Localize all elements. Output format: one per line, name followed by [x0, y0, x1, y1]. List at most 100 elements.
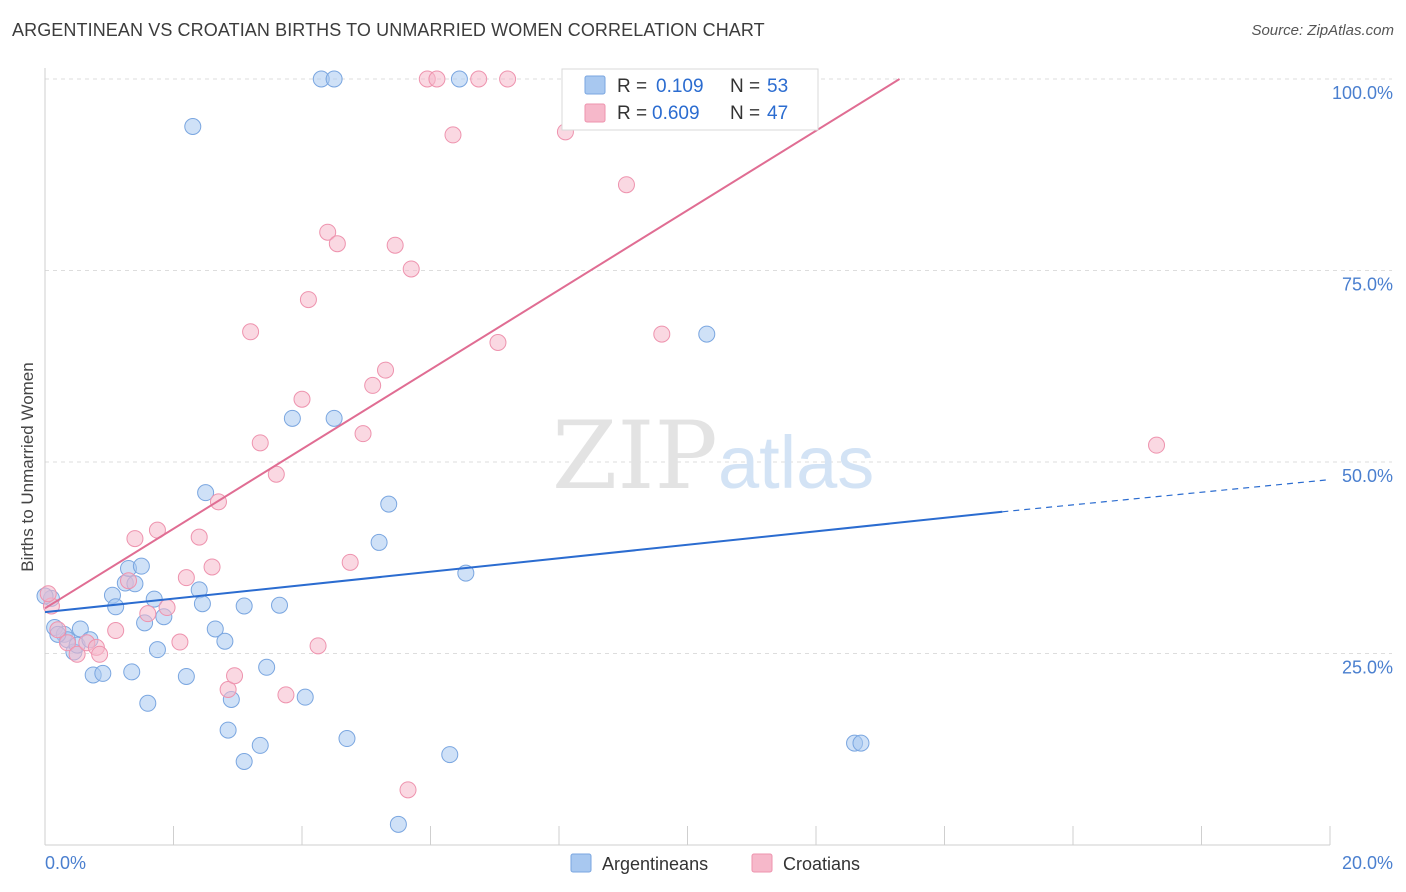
chart-title: ARGENTINEAN VS CROATIAN BIRTHS TO UNMARR… [12, 20, 765, 40]
argentineans-point [296, 688, 314, 706]
croatians-point [402, 260, 420, 278]
croatians-point [251, 434, 269, 452]
trend-lines [44, 78, 1331, 614]
argentineans-point [206, 620, 224, 638]
source-label: Source: ZipAtlas.com [1251, 22, 1394, 39]
croatians-point [428, 70, 446, 88]
croatians-point [58, 634, 76, 652]
legend-r-label: R = [617, 76, 647, 97]
argentineans-point [271, 596, 289, 614]
croatians-point [293, 390, 311, 408]
argentineans-point [698, 325, 716, 343]
argentineans-point [325, 70, 343, 88]
argentineans-point [148, 641, 166, 659]
croatians-point [386, 236, 404, 254]
argentineans-point [441, 746, 459, 764]
correlation-legend: R = 0.109 N = 53 R = 0.609 N = 47 [561, 68, 819, 131]
legend-swatch-croatians [751, 853, 773, 873]
croatians-point [190, 528, 208, 546]
argentineans-point [177, 667, 195, 685]
legend-n-label: N = [730, 76, 760, 97]
croatians-point [617, 176, 635, 194]
croatians-point [171, 633, 189, 651]
argentineans-point [235, 597, 253, 615]
argentineans-point [389, 815, 407, 833]
argentineans-trend-line [44, 510, 1003, 614]
x-tick-label: 20.0% [1342, 853, 1393, 873]
x-tick-label: 0.0% [45, 853, 86, 873]
argentineans-point [107, 598, 125, 616]
legend-label-argentineans: Argentineans [602, 854, 708, 874]
argentineans-point [216, 632, 234, 650]
argentineans-point [94, 664, 112, 682]
legend-n-value: 47 [767, 103, 788, 124]
croatians-trend-line [44, 78, 901, 610]
croatians-point [49, 621, 67, 639]
croatians-point [126, 530, 144, 548]
croatians-point [226, 667, 244, 685]
croatians-point [177, 569, 195, 587]
legend-n-value: 53 [767, 76, 788, 97]
croatians-point [444, 126, 462, 144]
croatians-point [267, 465, 285, 483]
croatians-point [219, 681, 237, 699]
legend-r-value: 0.109 [656, 76, 704, 97]
croatians-point [39, 585, 57, 603]
argentineans-point [184, 117, 202, 135]
x-tick-labels: 0.0% 20.0% [45, 853, 1393, 873]
croatians-point [319, 223, 337, 241]
legend-r-value: 0.609 [652, 103, 700, 124]
croatians-point [91, 645, 109, 663]
argentineans-point [283, 409, 301, 427]
series-legend: Argentineans Croatians [570, 853, 860, 874]
croatians-point [242, 323, 260, 341]
argentineans-point [197, 484, 215, 502]
y-tick-label: 25.0% [1342, 658, 1393, 678]
croatians-point [277, 686, 295, 704]
argentineans-point [219, 721, 237, 739]
legend-swatch-argentineans [570, 853, 592, 873]
y-tick-label: 50.0% [1342, 466, 1393, 486]
argentineans-trend-extension [1002, 479, 1331, 513]
croatians-point [470, 70, 488, 88]
y-tick-labels: 25.0% 50.0% 75.0% 100.0% [1332, 83, 1393, 678]
y-tick-label: 75.0% [1342, 275, 1393, 295]
argentineans-point [123, 663, 141, 681]
argentineans-point [71, 620, 89, 638]
watermark-zip: ZIP [552, 402, 718, 511]
croatians-point [399, 781, 417, 799]
croatians-point [499, 70, 517, 88]
legend-label-croatians: Croatians [783, 854, 860, 874]
croatians-point [68, 645, 86, 663]
legend-n-label: N = [730, 103, 760, 124]
argentineans-point [325, 409, 343, 427]
croatians-point [139, 605, 157, 623]
watermark: ZIP atlas [552, 402, 874, 511]
argentineans-point [132, 557, 150, 575]
argentineans-point [251, 736, 269, 754]
croatians-point [299, 291, 317, 309]
croatians-points [39, 70, 1166, 799]
argentineans-point [258, 658, 276, 676]
croatians-point [328, 235, 346, 253]
argentineans-point [235, 753, 253, 771]
watermark-atlas: atlas [718, 421, 874, 504]
croatians-point [107, 622, 125, 640]
argentineans-point [338, 730, 356, 748]
croatians-point [203, 558, 221, 576]
croatians-point [489, 334, 507, 352]
grid-lines [45, 78, 1392, 654]
legend-r-label: R = [617, 103, 647, 124]
argentineans-point [380, 495, 398, 513]
legend-swatch-argentineans [584, 75, 606, 95]
argentineans-point [450, 70, 468, 88]
croatians-point [158, 599, 176, 617]
legend-swatch-croatians [584, 103, 606, 123]
croatians-point [377, 361, 395, 379]
croatians-point [354, 425, 372, 443]
y-axis-label: Births to Unmarried Women [18, 362, 37, 571]
croatians-point [653, 325, 671, 343]
axes [44, 68, 1331, 846]
croatians-point [1148, 436, 1166, 454]
